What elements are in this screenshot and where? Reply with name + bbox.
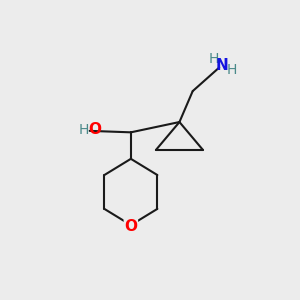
Text: H: H [226,64,237,77]
Text: O: O [124,219,137,234]
Text: N: N [216,58,229,73]
Text: O: O [88,122,101,137]
Text: H: H [209,52,219,66]
Text: H: H [79,123,89,137]
